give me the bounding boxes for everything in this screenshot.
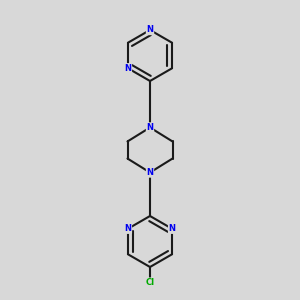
Text: Cl: Cl [146, 278, 154, 287]
Text: N: N [124, 224, 131, 233]
Text: N: N [169, 224, 176, 233]
Text: N: N [146, 26, 154, 34]
Text: N: N [124, 64, 131, 73]
Text: N: N [146, 168, 154, 177]
Text: N: N [146, 123, 154, 132]
